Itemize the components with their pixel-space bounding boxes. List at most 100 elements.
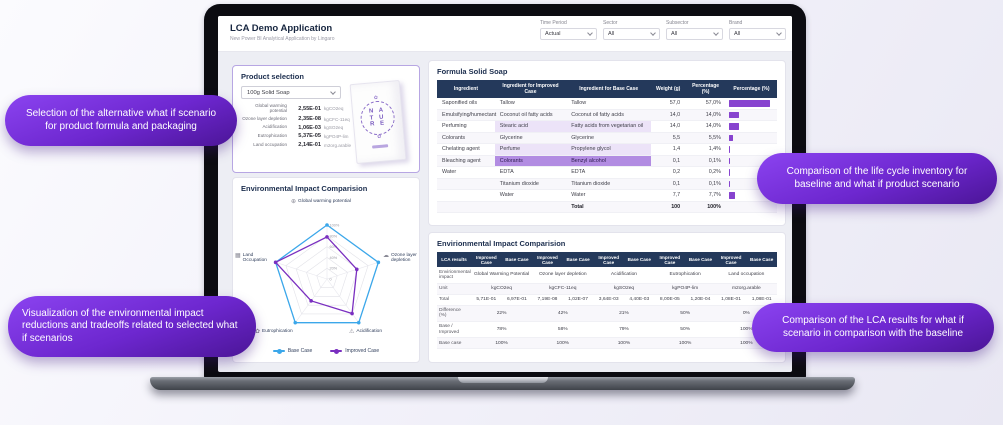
lca-cell: m2org.arable	[715, 283, 777, 295]
cell-weight: 5,5	[651, 132, 686, 144]
lca-cell: 4,40E-03	[623, 294, 655, 306]
lca-cell: 50%	[654, 305, 716, 322]
leaf-icon: ✿	[376, 133, 382, 141]
cell-improved: Titanium dioxide	[494, 178, 567, 190]
lca-cell: 1,20E-04	[685, 294, 716, 306]
cell-weight: 0,1	[651, 178, 686, 190]
filter-dropdown[interactable]: All	[666, 28, 723, 40]
formula-total-row: Total 100 100%	[437, 201, 777, 213]
formula-table-row: Emulsifying/humectant Coconut oil fatty a…	[437, 109, 777, 121]
legend-label: Base Case	[287, 348, 313, 354]
radar-axis-label: ⊕ Global warming potential	[291, 199, 381, 205]
cell-base: EDTA	[566, 166, 652, 179]
filter-dropdown[interactable]: All	[603, 28, 660, 40]
lca-cell: 1,02E-07	[562, 294, 594, 306]
filter-sector: Sector All	[603, 20, 660, 40]
cell-base: Coconut oil fatty acids	[566, 109, 652, 121]
metric-value: 1,06E-03	[298, 124, 321, 131]
radar-data-point	[350, 311, 354, 316]
legend-item-base-case[interactable]: Base Case	[272, 348, 313, 354]
radar-tick-label: 20%	[330, 267, 338, 271]
acidification-icon: ⚠	[349, 329, 355, 335]
metric-unit: kgCO2eq	[324, 106, 344, 112]
lca-cell: Ozone layer depletion	[532, 267, 594, 284]
cell-percentage: 14,0%	[685, 120, 726, 133]
lca-cell: 1,08E-01	[715, 294, 747, 306]
percentage-bar	[728, 146, 730, 153]
lca-cell: 79%	[593, 321, 655, 339]
cell-weight: 1,4	[651, 143, 686, 156]
total-label: Total	[566, 201, 652, 213]
radar-tick-label: 60%	[330, 245, 338, 249]
metric-label: Land occupation	[253, 141, 287, 147]
cell-percentage-bar	[725, 189, 777, 202]
lca-row-label: Base / Improved	[437, 321, 471, 339]
cell-weight: 0,2	[651, 166, 686, 179]
lca-row-label: Base case	[437, 337, 471, 350]
percentage-bar	[728, 123, 740, 130]
metric-value: 2,14E-01	[298, 142, 321, 148]
cell-base: Tallow	[566, 98, 652, 110]
lca-cell: kgCO2eq	[471, 283, 533, 295]
metric-row: Land occupation 2,14E-01 m2org.arable	[241, 142, 419, 148]
formula-table-row: Perfuming Stearic acid Fatty acids from ve…	[437, 120, 777, 133]
metric-value: 2,35E-08	[298, 116, 321, 123]
percentage-bar	[728, 100, 771, 107]
lca-table-row: Unit kgCO2eq kgCFC-11eq kgSO2eq kgPO4P-lim m2…	[437, 283, 777, 295]
app-title: LCA Demo Application	[230, 23, 333, 34]
lca-table-row: Base case 100% 100% 100% 100% 100%	[437, 337, 777, 350]
callout-visualization: Visualization of the environmental impac…	[8, 296, 256, 357]
lca-table-row: Base / Improved 78% 58% 79% 50% 100%	[437, 321, 777, 339]
axis-label-text: Land Occupation	[242, 253, 267, 264]
formula-col-header: Ingredient	[437, 80, 495, 98]
cell-percentage-bar	[725, 178, 777, 190]
metric-unit: kgCFC-11eq	[324, 116, 350, 122]
radar-series-improved-case	[274, 236, 358, 315]
impact-comparison-chart-card: Environmental Impact Comparision 0 20% 40%…	[232, 177, 420, 363]
axis-label-text: Ozone layer depletion	[391, 253, 417, 264]
radar-chart: 0 20% 40% 60% 80% 100% ⊕ Global warming potenti…	[233, 197, 421, 345]
radar-axis-label: ☁ Ozone layer depletion	[383, 253, 419, 264]
lca-cell: Land occupation	[715, 267, 777, 284]
filter-value: All	[671, 31, 678, 37]
cell-improved: Glycerine	[494, 132, 567, 144]
total-weight: 100	[651, 201, 686, 213]
metric-label: Ozone layer depletion	[242, 115, 287, 121]
cell-ingredient: Colorants	[437, 132, 495, 144]
formula-table-row: Titanium dioxide Titanium dioxide 0,1 0,1%	[437, 178, 777, 190]
filter-dropdown[interactable]: All	[729, 28, 786, 40]
product-dropdown[interactable]: 100g Solid Soap	[241, 86, 341, 99]
eutrophication-icon: ✿	[255, 329, 261, 335]
lca-col-header: LCA results	[437, 252, 471, 268]
filter-dropdown[interactable]: Actual	[540, 28, 597, 40]
lca-cell: 3,64E-03	[593, 294, 624, 306]
percentage-bar	[728, 111, 740, 118]
cell-ingredient: Bleaching agent	[437, 155, 495, 167]
lca-cell: 1,08E-01	[746, 294, 777, 306]
metric-value: 2,55E-01	[298, 105, 321, 112]
cell-percentage: 0,1%	[685, 178, 726, 190]
chevron-down-icon	[776, 30, 782, 36]
metric-unit: kgPO4P-lim	[324, 133, 349, 139]
lca-cell: 100%	[593, 337, 655, 350]
lca-cell: kgPO4P-lim	[654, 283, 716, 295]
filter-label: Time Period	[540, 20, 567, 26]
lca-cell: Acidification	[593, 267, 655, 284]
lca-col-header: Base Case	[623, 252, 655, 268]
legend-item-improved-case[interactable]: Improved Case	[330, 348, 379, 354]
ozone-icon: ☁	[383, 253, 389, 259]
cell-percentage: 7,7%	[685, 189, 726, 202]
chevron-down-icon	[650, 30, 656, 36]
formula-col-header: Weight (g)	[651, 80, 686, 98]
radar-legend: Base Case Improved Case	[233, 348, 419, 354]
lca-cell: 100%	[532, 337, 594, 350]
lca-results-table: LCA results Improved Case Base Case Improve…	[437, 252, 777, 350]
percentage-bar	[728, 157, 730, 164]
lca-table-row: Envirionmental impact Global Warming Pote…	[437, 267, 777, 284]
cell-weight: 14,0	[651, 120, 686, 133]
cell-percentage-bar	[725, 166, 777, 179]
radar-axis-label: ⚠ Acidification	[349, 329, 409, 335]
lca-cell: 42%	[532, 305, 594, 322]
callout-product-selection: Selection of the alternative what if sce…	[5, 95, 237, 146]
